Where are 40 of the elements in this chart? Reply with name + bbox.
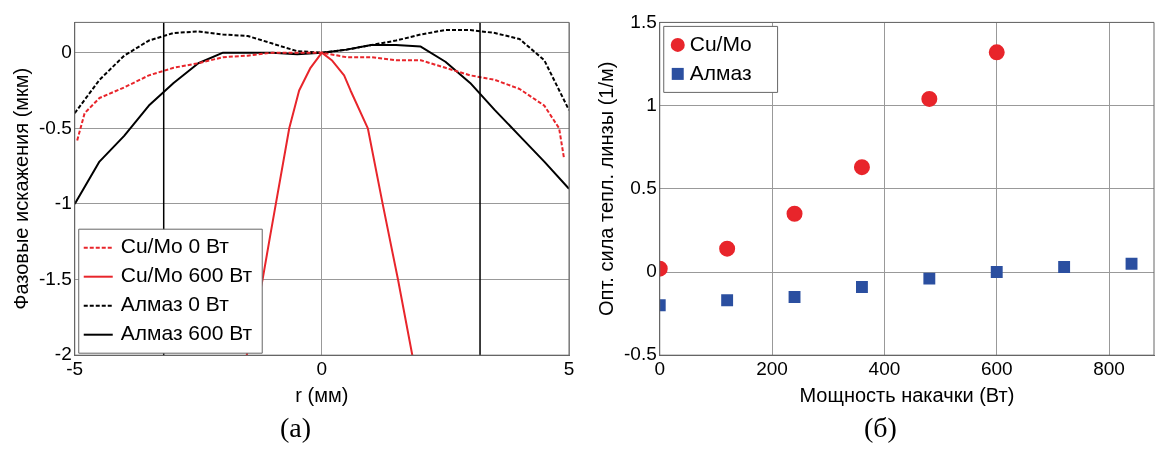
- y-tick-label: 0: [646, 260, 657, 282]
- y-axis-title: Фазовые искажения (мкм): [9, 67, 32, 310]
- y-tick-label: -2: [54, 343, 72, 365]
- legend-label: Алмаз 600 Вт: [120, 321, 253, 345]
- legend-label: Cu/Mo: [689, 31, 752, 55]
- x-tick-label: 5: [563, 357, 575, 379]
- x-tick-label: 400: [868, 357, 901, 379]
- legend-label: Cu/Mo 600 Вт: [120, 263, 253, 287]
- legend-label: Cu/Mo 0 Вт: [120, 234, 230, 258]
- y-tick-label: 1.5: [630, 10, 657, 32]
- point: [788, 291, 801, 303]
- text: (а): [279, 411, 312, 445]
- legend-label: Алмаз: [689, 60, 752, 84]
- y-tick-label: 0: [61, 40, 72, 62]
- text: (б): [864, 411, 897, 445]
- y-tick-label: -0.5: [38, 116, 72, 138]
- y-tick-label: -1: [54, 192, 72, 214]
- legend-label: Алмаз 0 Вт: [120, 292, 230, 316]
- point: [719, 240, 736, 257]
- y-axis-title: Опт. сила тепл. линзы (1/м): [594, 61, 617, 316]
- y-tick-label: -1.5: [38, 267, 72, 289]
- point: [1125, 257, 1138, 270]
- y-tick-label: 1: [646, 93, 657, 115]
- x-tick-label: 600: [980, 357, 1013, 379]
- point: [786, 205, 803, 222]
- point: [855, 281, 868, 293]
- point: [853, 159, 870, 176]
- x-axis-title: r (мм): [295, 383, 349, 406]
- y-tick-label: -0.5: [623, 343, 657, 365]
- point: [1058, 261, 1071, 273]
- point: [988, 44, 1005, 61]
- point: [721, 294, 734, 307]
- point: [921, 90, 938, 107]
- x-axis-title: Мощность накачки (Вт): [799, 383, 1015, 406]
- y-tick-label: 0.5: [630, 177, 657, 199]
- x-tick-label: 0: [316, 357, 328, 379]
- point: [923, 272, 936, 285]
- x-tick-label: 200: [756, 357, 788, 379]
- x-tick-label: 800: [1093, 357, 1125, 379]
- point: [990, 266, 1003, 278]
